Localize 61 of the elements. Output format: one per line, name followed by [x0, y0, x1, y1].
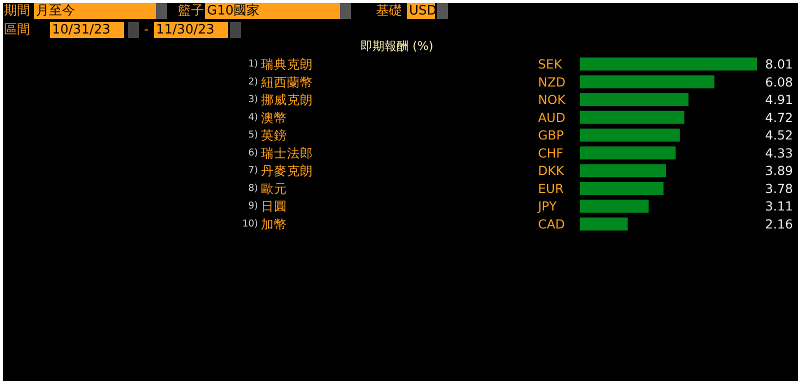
- text: CHF: [538, 145, 564, 160]
- text: 11/30/23: [156, 22, 214, 38]
- text: 9): [248, 200, 258, 212]
- data-label: 4.72: [765, 110, 793, 125]
- text: 即期報酬 (%): [360, 39, 434, 53]
- data-label: 3.78: [765, 180, 794, 196]
- text: NOK: [538, 92, 566, 108]
- text: 4): [248, 112, 258, 123]
- text: 2): [248, 76, 258, 88]
- text: AUD: [538, 110, 566, 125]
- text: 期間: [4, 4, 30, 18]
- text: -: [144, 22, 149, 38]
- y-tick-label: 瑞典克朗: [261, 56, 313, 72]
- bar: [580, 110, 684, 124]
- data-label: 2.16: [765, 216, 794, 232]
- text: 3): [248, 94, 258, 106]
- data-label: 4.91: [765, 92, 793, 108]
- text: 10/31/23: [52, 22, 110, 38]
- data-label: 4.33: [765, 145, 793, 160]
- data-label: 8.01: [765, 56, 793, 72]
- bar: [580, 75, 714, 88]
- text: GBP: [538, 128, 564, 143]
- text: CAD: [538, 216, 565, 232]
- y-tick-label: 英鎊: [261, 128, 287, 143]
- text: 7): [248, 165, 258, 176]
- bar: [580, 128, 680, 142]
- text: EUR: [538, 180, 564, 196]
- bar: [580, 146, 676, 160]
- y-tick-label: 歐元: [261, 180, 287, 196]
- text: NZD: [538, 74, 566, 90]
- data-label: 3.11: [765, 198, 793, 214]
- data-label: 4.52: [765, 128, 793, 143]
- text: 8): [248, 182, 258, 194]
- text: DKK: [538, 163, 565, 178]
- y-tick-label: 瑞士法郎: [261, 145, 313, 160]
- data-label: 3.89: [765, 163, 794, 178]
- text: SEK: [538, 56, 563, 72]
- bar: [580, 164, 666, 178]
- text: G10國家: [207, 2, 260, 18]
- text: 基礎: [376, 4, 402, 18]
- text: 10): [242, 218, 258, 230]
- y-tick-label: 加幣: [261, 216, 287, 232]
- text: 月至今: [36, 4, 75, 18]
- text: 1): [248, 58, 258, 70]
- text: 籃子: [178, 4, 204, 18]
- text: 6): [248, 147, 258, 158]
- y-tick-label: 日圓: [261, 198, 287, 214]
- y-tick-label: 挪威克朗: [261, 92, 313, 108]
- text: 5): [248, 130, 258, 141]
- y-tick-label: 紐西蘭幣: [260, 74, 313, 90]
- bar: [580, 93, 688, 106]
- text: 區間: [4, 22, 30, 38]
- text: USD: [409, 4, 437, 18]
- data-label: 6.08: [765, 74, 794, 90]
- y-tick-label: 丹麥克朗: [261, 163, 313, 178]
- bar: [580, 58, 757, 70]
- y-tick-label: 澳幣: [261, 110, 287, 125]
- text: JPY: [537, 198, 557, 214]
- bar: [580, 200, 649, 213]
- bar: [580, 218, 628, 231]
- bar: [580, 182, 664, 195]
